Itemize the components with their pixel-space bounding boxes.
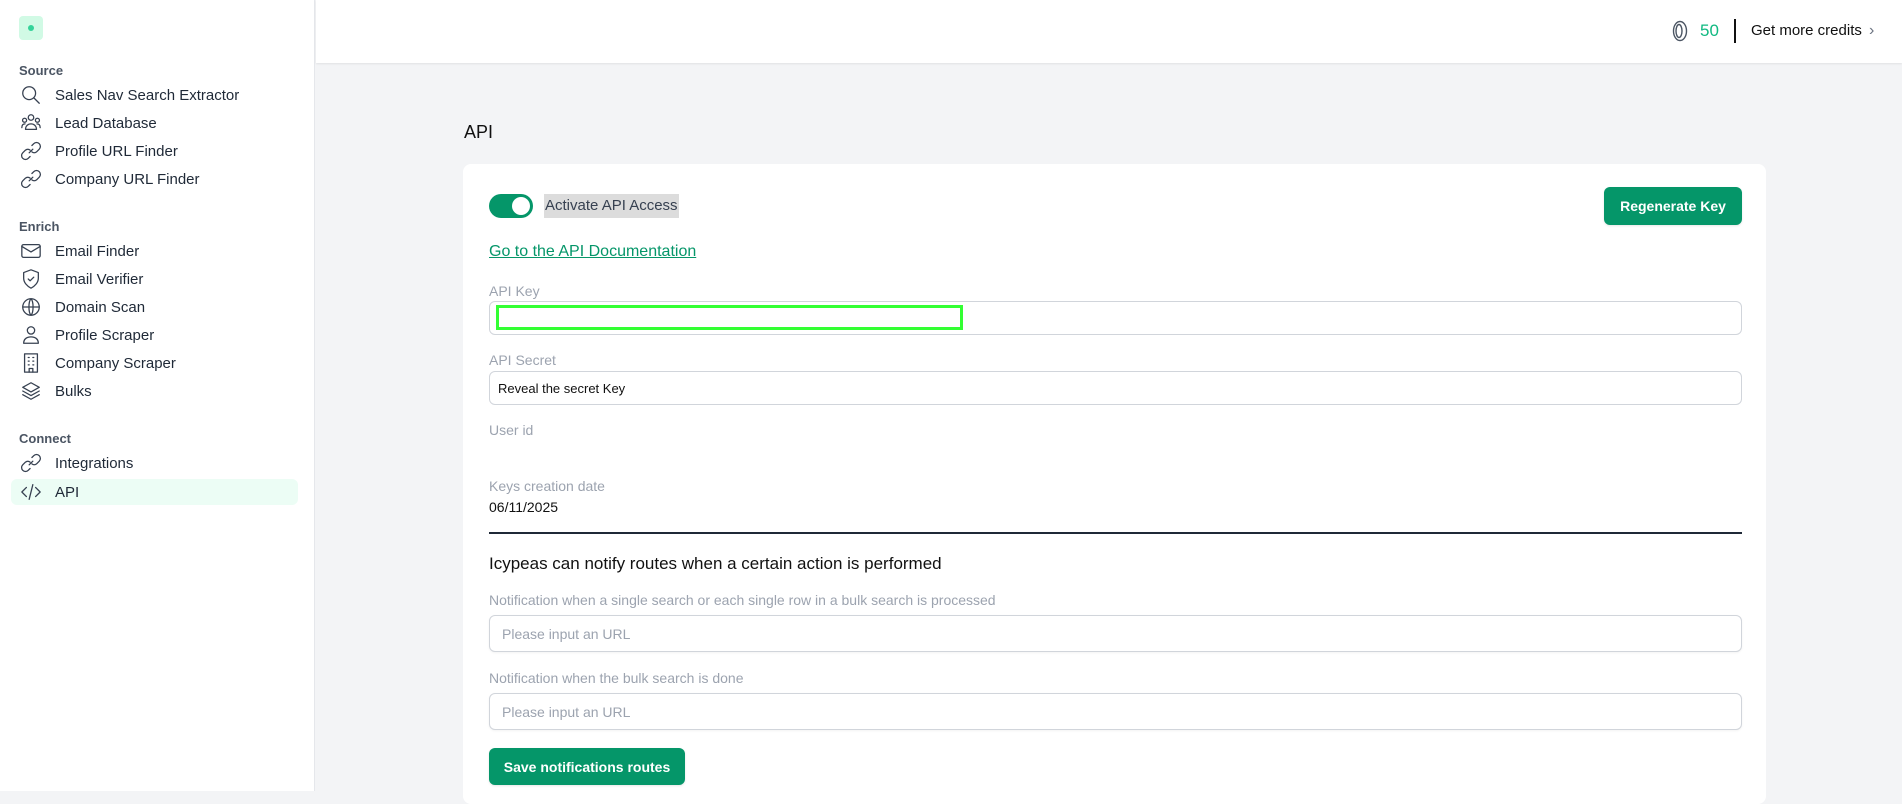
regenerate-key-button[interactable]: Regenerate Key [1604,187,1742,225]
bulk-notify-label: Notification when the bulk search is don… [489,670,744,686]
sidebar-item-label: Company URL Finder [55,170,200,188]
sidebar-item-label: API [55,483,80,501]
shield-check-icon [23,269,39,289]
api-access-toggle[interactable] [489,194,533,218]
user-id-label: User id [489,422,534,438]
sidebar-item-label: Integrations [55,454,134,472]
sidebar-item-label: Email Finder [55,242,140,260]
credits-count: 50 [1700,21,1719,40]
logo[interactable] [19,16,43,40]
sidebar-item-label: Email Verifier [55,270,144,288]
api-documentation-link[interactable]: Go to the API Documentation [489,243,697,260]
section-enrich: Enrich [19,219,60,234]
api-secret-label: API Secret [489,352,556,368]
sidebar-item-label: Profile URL Finder [55,142,178,160]
api-access-label: Activate API Access [544,194,679,218]
top-header [316,0,1902,63]
link-icon [20,453,42,473]
chevron-right-icon[interactable]: › [1869,22,1875,39]
building-icon [23,353,39,373]
sidebar-item-lead-database[interactable]: Lead Database [11,110,298,136]
users-icon [21,114,41,131]
sidebar-item-profile-url-finder[interactable]: Profile URL Finder [11,138,298,164]
sidebar-item-label: Profile Scraper [55,326,155,344]
api-key-highlight [496,305,963,330]
get-more-credits-link[interactable]: Get more credits [1751,22,1862,39]
api-key-label: API Key [489,283,540,299]
single-notify-url-input[interactable]: Please input an URL [489,615,1742,652]
section-divider [489,532,1742,534]
page-title: API [464,122,494,142]
sidebar-item-integrations[interactable]: Integrations [11,450,298,476]
sidebar-item-sales-nav[interactable]: Sales Nav Search Extractor [11,82,298,108]
layers-icon [22,382,40,400]
mail-icon [21,243,41,259]
sidebar-item-label: Sales Nav Search Extractor [55,86,240,104]
globe-icon [22,298,40,316]
link-icon [20,169,42,189]
save-notifications-button[interactable]: Save notifications routes [489,748,685,785]
coin-icon [1672,20,1688,42]
section-source: Source [19,63,64,78]
keys-date-value: 06/11/2025 [489,499,559,515]
sidebar-item-domain-scan[interactable]: Domain Scan [11,294,298,320]
user-icon [23,326,39,344]
sidebar-item-profile-scraper[interactable]: Profile Scraper [11,322,298,348]
sidebar-item-label: Company Scraper [55,354,176,372]
sidebar-item-email-finder[interactable]: Email Finder [11,238,298,264]
sidebar-item-company-url-finder[interactable]: Company URL Finder [11,166,298,192]
sidebar-item-bulks[interactable]: Bulks [11,378,298,404]
single-notify-label: Notification when a single search or eac… [489,592,996,608]
sidebar-item-label: Lead Database [55,114,157,132]
link-icon [20,141,42,161]
section-connect: Connect [19,431,71,446]
keys-date-label: Keys creation date [489,478,605,494]
api-secret-field[interactable]: Reveal the secret Key [489,371,1742,405]
divider [1734,19,1736,43]
sidebar-item-email-verifier[interactable]: Email Verifier [11,266,298,292]
sidebar-item-label: Domain Scan [55,298,146,316]
bulk-notify-url-input[interactable]: Please input an URL [489,693,1742,730]
sidebar-item-api[interactable]: API [11,479,298,505]
code-icon [21,484,41,500]
notify-heading: Icypeas can notify routes when a certain… [489,554,942,573]
sidebar-item-company-scraper[interactable]: Company Scraper [11,350,298,376]
search-icon [22,86,40,104]
sidebar: Source Sales Nav Search Extractor Lead D… [0,0,315,791]
sidebar-item-label: Bulks [55,382,92,400]
